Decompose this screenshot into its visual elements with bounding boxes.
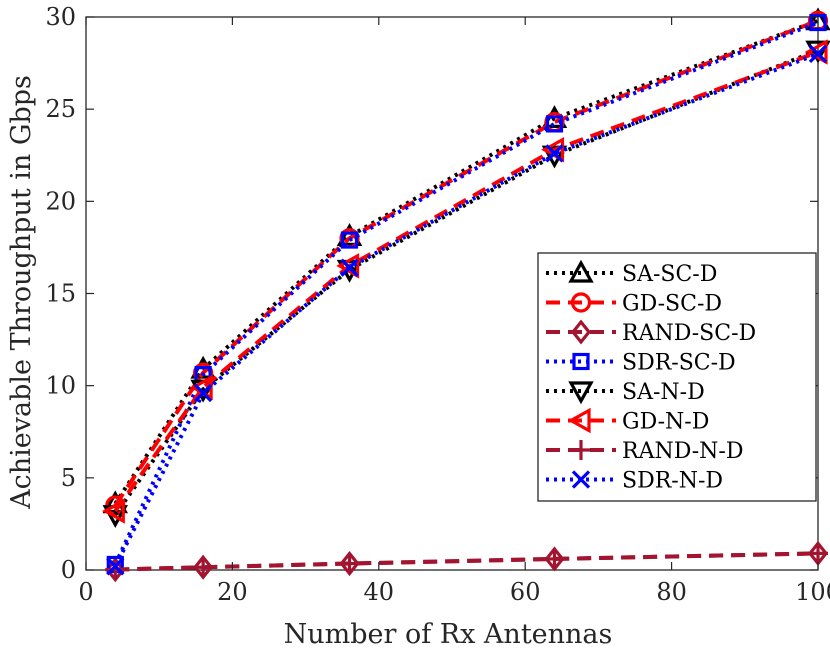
legend: SA-SC-D GD-SC-D RAND-SC-D SDR-SC-D SA-N-D GD-… bbox=[537, 252, 817, 502]
data-point bbox=[808, 543, 828, 564]
series-sdr-n-d bbox=[106, 44, 828, 576]
legend-entry: RAND-N-D bbox=[546, 439, 744, 464]
y-tick-label: 30 bbox=[45, 3, 76, 31]
legend-marker bbox=[570, 319, 592, 345]
legend-entry: SDR-SC-D bbox=[546, 351, 736, 376]
data-point bbox=[545, 144, 564, 163]
legend-label: GD-SC-D bbox=[622, 292, 722, 317]
data-point bbox=[339, 553, 360, 574]
data-point bbox=[101, 498, 125, 524]
data-point bbox=[544, 548, 565, 569]
data-point bbox=[193, 383, 213, 403]
data-point bbox=[805, 40, 830, 64]
legend-label: GD-N-D bbox=[622, 410, 709, 435]
legend-label: RAND-N-D bbox=[622, 439, 744, 464]
x-tick-label: 0 bbox=[78, 578, 93, 606]
x-tick-label: 20 bbox=[217, 578, 248, 606]
y-tick-label: 25 bbox=[45, 95, 76, 123]
legend-marker bbox=[571, 470, 591, 489]
x-axis: 0 20 40 60 80 100 bbox=[78, 17, 830, 606]
series-rand-n-d bbox=[105, 543, 828, 580]
legend-entry: SDR-N-D bbox=[546, 469, 723, 494]
y-tick-label: 20 bbox=[45, 187, 76, 215]
legend-entry: GD-N-D bbox=[546, 407, 709, 435]
y-tick-label: 15 bbox=[45, 280, 76, 308]
series-sdr-sc-d bbox=[106, 13, 827, 574]
series-line bbox=[113, 18, 819, 505]
series-layer bbox=[101, 7, 830, 583]
data-point bbox=[193, 557, 214, 578]
x-tick-label: 80 bbox=[656, 578, 687, 606]
data-point bbox=[545, 115, 564, 133]
legend-marker bbox=[570, 292, 592, 313]
y-tick-label: 0 bbox=[61, 556, 76, 584]
y-axis: 0 5 10 15 20 25 30 bbox=[45, 3, 818, 584]
data-point bbox=[340, 231, 359, 249]
legend-entry: SA-SC-D bbox=[546, 259, 717, 287]
series-line bbox=[113, 20, 819, 566]
data-point bbox=[340, 258, 359, 277]
legend-entry: SA-N-D bbox=[546, 380, 705, 405]
y-axis-title: Achievable Throughput in Gbps bbox=[6, 75, 37, 510]
legend-marker bbox=[572, 352, 590, 371]
legend-marker bbox=[568, 259, 594, 283]
legend-label: SA-N-D bbox=[622, 380, 705, 405]
legend-label: RAND-SC-D bbox=[622, 321, 756, 346]
legend-marker bbox=[568, 381, 594, 405]
legend-entry: RAND-SC-D bbox=[546, 319, 756, 346]
y-tick-label: 5 bbox=[61, 464, 76, 492]
legend-entry: GD-SC-D bbox=[546, 292, 722, 317]
legend-label: SDR-SC-D bbox=[622, 351, 736, 376]
legend-label: SDR-N-D bbox=[622, 469, 723, 494]
legend-label: SA-SC-D bbox=[622, 262, 717, 287]
data-point bbox=[809, 13, 827, 32]
x-axis-title: Number of Rx Antennas bbox=[284, 619, 613, 650]
x-tick-label: 40 bbox=[364, 578, 395, 606]
data-point bbox=[808, 44, 828, 63]
x-tick-label: 100 bbox=[795, 578, 830, 606]
legend-marker bbox=[567, 407, 591, 434]
legend-marker bbox=[571, 440, 591, 460]
y-tick-label: 10 bbox=[45, 372, 76, 400]
x-tick-label: 60 bbox=[510, 578, 541, 606]
data-point bbox=[106, 557, 125, 576]
